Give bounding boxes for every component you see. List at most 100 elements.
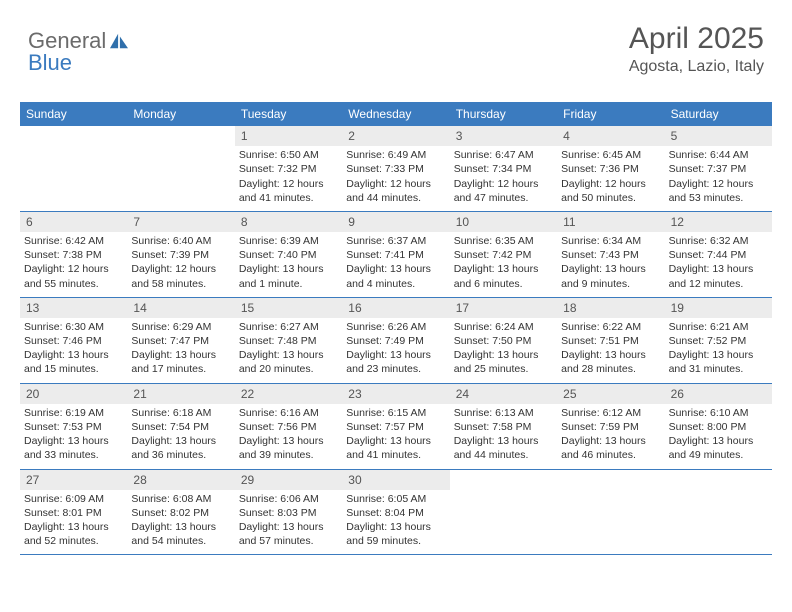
day-body: Sunrise: 6:45 AMSunset: 7:36 PMDaylight:… [557,146,664,211]
sunrise-text: Sunrise: 6:10 AM [669,406,768,420]
day-cell: 21Sunrise: 6:18 AMSunset: 7:54 PMDayligh… [127,384,234,469]
day-body: Sunrise: 6:35 AMSunset: 7:42 PMDaylight:… [450,232,557,297]
day-cell: 10Sunrise: 6:35 AMSunset: 7:42 PMDayligh… [450,212,557,297]
daylight-text: Daylight: 13 hours and 46 minutes. [561,434,660,462]
sunset-text: Sunset: 7:36 PM [561,162,660,176]
sunset-text: Sunset: 7:42 PM [454,248,553,262]
sunrise-text: Sunrise: 6:21 AM [669,320,768,334]
day-header: Thursday [450,102,557,126]
day-cell: 23Sunrise: 6:15 AMSunset: 7:57 PMDayligh… [342,384,449,469]
day-cell: 17Sunrise: 6:24 AMSunset: 7:50 PMDayligh… [450,298,557,383]
sail-icon [108,32,130,50]
sunset-text: Sunset: 7:50 PM [454,334,553,348]
day-body: Sunrise: 6:12 AMSunset: 7:59 PMDaylight:… [557,404,664,469]
day-cell [450,470,557,555]
sunset-text: Sunset: 7:48 PM [239,334,338,348]
day-number: 25 [557,384,664,404]
daylight-text: Daylight: 13 hours and 52 minutes. [24,520,123,548]
daylight-text: Daylight: 12 hours and 47 minutes. [454,177,553,205]
day-body: Sunrise: 6:30 AMSunset: 7:46 PMDaylight:… [20,318,127,383]
day-cell: 14Sunrise: 6:29 AMSunset: 7:47 PMDayligh… [127,298,234,383]
daylight-text: Daylight: 13 hours and 12 minutes. [669,262,768,290]
day-body: Sunrise: 6:24 AMSunset: 7:50 PMDaylight:… [450,318,557,383]
day-cell [127,126,234,211]
sunrise-text: Sunrise: 6:44 AM [669,148,768,162]
sunset-text: Sunset: 8:04 PM [346,506,445,520]
week-row: 27Sunrise: 6:09 AMSunset: 8:01 PMDayligh… [20,470,772,556]
day-number: 1 [235,126,342,146]
sunrise-text: Sunrise: 6:22 AM [561,320,660,334]
sunset-text: Sunset: 7:33 PM [346,162,445,176]
day-body: Sunrise: 6:26 AMSunset: 7:49 PMDaylight:… [342,318,449,383]
day-body: Sunrise: 6:13 AMSunset: 7:58 PMDaylight:… [450,404,557,469]
day-body: Sunrise: 6:34 AMSunset: 7:43 PMDaylight:… [557,232,664,297]
sunset-text: Sunset: 7:54 PM [131,420,230,434]
day-number: 12 [665,212,772,232]
sunset-text: Sunset: 7:59 PM [561,420,660,434]
day-body: Sunrise: 6:05 AMSunset: 8:04 PMDaylight:… [342,490,449,555]
daylight-text: Daylight: 13 hours and 9 minutes. [561,262,660,290]
sunrise-text: Sunrise: 6:39 AM [239,234,338,248]
day-number: 10 [450,212,557,232]
sunrise-text: Sunrise: 6:34 AM [561,234,660,248]
sunset-text: Sunset: 7:58 PM [454,420,553,434]
day-header: Monday [127,102,234,126]
daylight-text: Daylight: 13 hours and 4 minutes. [346,262,445,290]
day-cell: 9Sunrise: 6:37 AMSunset: 7:41 PMDaylight… [342,212,449,297]
day-cell: 26Sunrise: 6:10 AMSunset: 8:00 PMDayligh… [665,384,772,469]
sunrise-text: Sunrise: 6:13 AM [454,406,553,420]
calendar-grid: Sunday Monday Tuesday Wednesday Thursday… [20,102,772,555]
day-body: Sunrise: 6:15 AMSunset: 7:57 PMDaylight:… [342,404,449,469]
day-cell: 19Sunrise: 6:21 AMSunset: 7:52 PMDayligh… [665,298,772,383]
day-number: 15 [235,298,342,318]
day-cell: 1Sunrise: 6:50 AMSunset: 7:32 PMDaylight… [235,126,342,211]
day-body: Sunrise: 6:06 AMSunset: 8:03 PMDaylight:… [235,490,342,555]
sunrise-text: Sunrise: 6:27 AM [239,320,338,334]
day-cell: 22Sunrise: 6:16 AMSunset: 7:56 PMDayligh… [235,384,342,469]
day-body: Sunrise: 6:40 AMSunset: 7:39 PMDaylight:… [127,232,234,297]
day-header: Saturday [665,102,772,126]
day-header: Wednesday [342,102,449,126]
day-number: 8 [235,212,342,232]
sunrise-text: Sunrise: 6:19 AM [24,406,123,420]
day-number: 3 [450,126,557,146]
day-number: 18 [557,298,664,318]
sunrise-text: Sunrise: 6:42 AM [24,234,123,248]
sunrise-text: Sunrise: 6:12 AM [561,406,660,420]
sunrise-text: Sunrise: 6:15 AM [346,406,445,420]
sunset-text: Sunset: 7:49 PM [346,334,445,348]
sunrise-text: Sunrise: 6:32 AM [669,234,768,248]
day-cell: 12Sunrise: 6:32 AMSunset: 7:44 PMDayligh… [665,212,772,297]
day-number: 7 [127,212,234,232]
day-number: 9 [342,212,449,232]
day-cell [20,126,127,211]
day-number: 19 [665,298,772,318]
day-header-row: Sunday Monday Tuesday Wednesday Thursday… [20,102,772,126]
daylight-text: Daylight: 13 hours and 25 minutes. [454,348,553,376]
day-number: 21 [127,384,234,404]
day-cell: 30Sunrise: 6:05 AMSunset: 8:04 PMDayligh… [342,470,449,555]
daylight-text: Daylight: 12 hours and 58 minutes. [131,262,230,290]
day-body: Sunrise: 6:21 AMSunset: 7:52 PMDaylight:… [665,318,772,383]
day-cell: 7Sunrise: 6:40 AMSunset: 7:39 PMDaylight… [127,212,234,297]
sunrise-text: Sunrise: 6:47 AM [454,148,553,162]
daylight-text: Daylight: 13 hours and 54 minutes. [131,520,230,548]
sunrise-text: Sunrise: 6:30 AM [24,320,123,334]
sunset-text: Sunset: 7:32 PM [239,162,338,176]
daylight-text: Daylight: 13 hours and 49 minutes. [669,434,768,462]
daylight-text: Daylight: 13 hours and 15 minutes. [24,348,123,376]
sunset-text: Sunset: 8:03 PM [239,506,338,520]
daylight-text: Daylight: 13 hours and 44 minutes. [454,434,553,462]
day-cell: 24Sunrise: 6:13 AMSunset: 7:58 PMDayligh… [450,384,557,469]
sunrise-text: Sunrise: 6:45 AM [561,148,660,162]
day-number: 28 [127,470,234,490]
daylight-text: Daylight: 13 hours and 41 minutes. [346,434,445,462]
day-cell [665,470,772,555]
sunset-text: Sunset: 7:47 PM [131,334,230,348]
daylight-text: Daylight: 12 hours and 50 minutes. [561,177,660,205]
day-body: Sunrise: 6:19 AMSunset: 7:53 PMDaylight:… [20,404,127,469]
day-body: Sunrise: 6:42 AMSunset: 7:38 PMDaylight:… [20,232,127,297]
day-body: Sunrise: 6:32 AMSunset: 7:44 PMDaylight:… [665,232,772,297]
day-cell: 20Sunrise: 6:19 AMSunset: 7:53 PMDayligh… [20,384,127,469]
day-cell: 28Sunrise: 6:08 AMSunset: 8:02 PMDayligh… [127,470,234,555]
